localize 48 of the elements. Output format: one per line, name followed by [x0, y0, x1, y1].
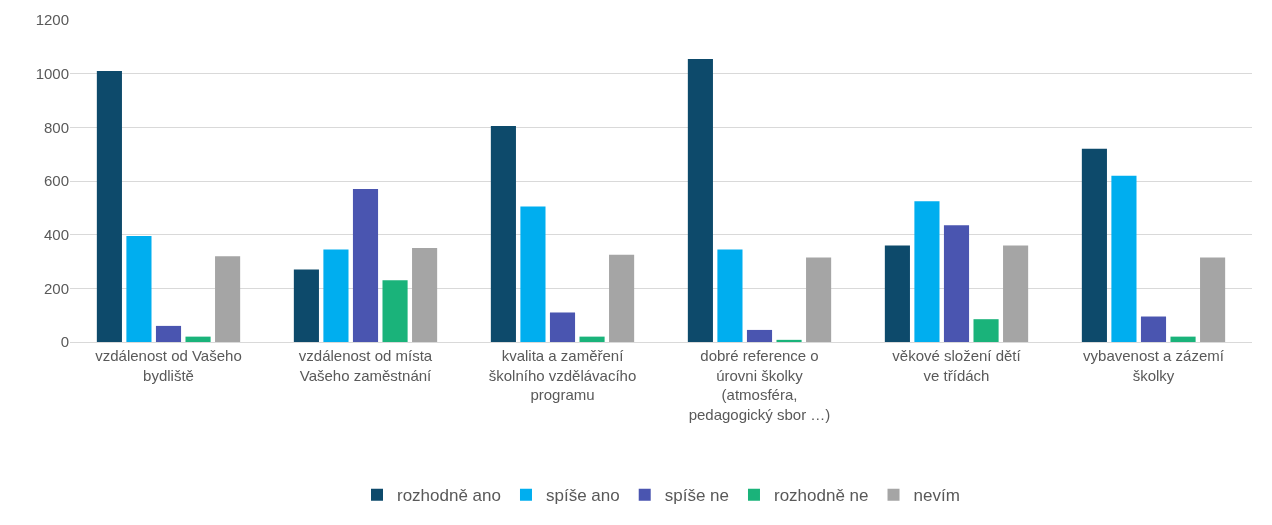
bar: [155, 325, 182, 342]
x-tick-label: věkové složení dětí ve třídách: [892, 347, 1022, 384]
y-tick-label: 400: [43, 225, 69, 243]
bar: [1003, 245, 1029, 342]
bar: [914, 201, 940, 342]
bar: [215, 256, 241, 342]
bar: [806, 257, 832, 342]
y-tick-label: 200: [43, 279, 69, 297]
bar: [96, 70, 122, 342]
bar: [520, 206, 546, 342]
x-tick-label: vybavenost a zázemí školky: [1083, 347, 1225, 384]
bar: [490, 125, 516, 342]
legend-label: spíše ne: [664, 486, 729, 506]
bar: [185, 336, 211, 342]
bar: [126, 236, 152, 342]
legend-label: nevím: [913, 486, 960, 506]
bar: [382, 280, 408, 342]
y-tick-label: 800: [43, 118, 69, 136]
y-tick-label: 600: [43, 172, 69, 190]
bar: [973, 319, 999, 342]
bar: [549, 312, 576, 342]
legend-label: rozhodně ano: [397, 486, 501, 506]
bar: [687, 58, 713, 342]
bar: [1111, 175, 1137, 342]
bar: [717, 249, 743, 342]
x-tick-label: dobré reference o úrovni školky (atmosféra, pedagogický sbor …): [688, 347, 831, 423]
x-tick-label: kvalita a zaměření školního vzdělávacího programu: [488, 347, 637, 403]
bar: [293, 269, 319, 342]
bar: [746, 329, 773, 342]
bar: [352, 189, 379, 342]
bar: [884, 245, 910, 342]
bar: [776, 339, 802, 342]
bar: [1170, 336, 1196, 342]
bar: [1140, 316, 1167, 342]
bar: [1081, 148, 1107, 342]
x-tick-label: vzdálenost od místa Vašeho zaměstnání: [298, 347, 433, 384]
bar: [412, 248, 438, 342]
legend-label: spíše ano: [545, 486, 620, 506]
bar: [323, 249, 349, 342]
bar: [579, 336, 605, 342]
bar: [1200, 257, 1226, 342]
legend-label: rozhodně ne: [773, 486, 869, 506]
y-tick-label: 1000: [35, 64, 69, 82]
y-tick-label: 1200: [35, 11, 69, 29]
bar: [609, 254, 635, 342]
x-tick-label: vzdálenost od Vašeho bydliště: [95, 347, 242, 384]
y-tick-label: 0: [60, 333, 69, 351]
bar: [943, 225, 970, 342]
